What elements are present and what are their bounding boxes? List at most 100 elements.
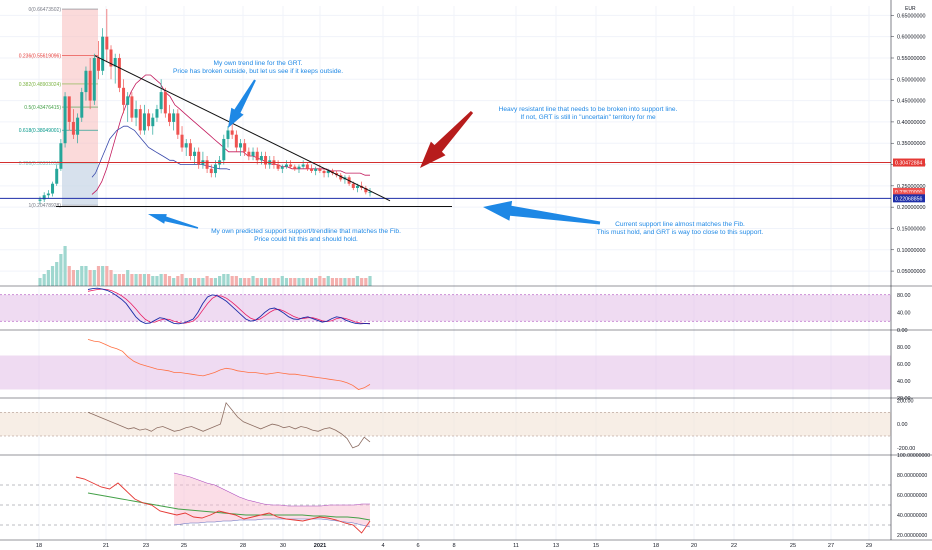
volume-bar [255,278,259,286]
y-tick-label: 0.10000000 [897,248,925,254]
x-tick-label: 15 [593,543,599,549]
volume-bar [343,278,347,286]
fib-level-label: 1(0.20478928) [28,203,61,209]
volume-bar [126,270,130,286]
price-tag-label: 0.22068856 [895,196,923,202]
band-tick-label: 20.00000000 [897,533,927,539]
fib-level-label: 0.382(0.48903024) [19,82,62,88]
main-price-pane: 0(0.66473502) 0.236(0.55619096) 0.382(0.48… [0,7,891,286]
volume-bar [138,274,142,286]
annotation-text: My own trend line for the GRT. [214,60,303,67]
volume-bar [347,278,351,286]
band-fill [174,473,370,527]
candle-body [234,134,238,148]
candle-body [172,113,176,122]
fib-level-label: 0.5(0.43476415) [24,105,61,111]
x-tick-label: 13 [553,543,559,549]
volume-bar [247,278,251,286]
candle-body [318,168,322,171]
volume-bar [330,278,335,286]
red-line [75,476,371,534]
volume-bar [263,278,268,286]
volume-bar [205,276,209,286]
grid-layer [0,6,891,540]
x-tick-label: 30 [280,543,286,549]
rsi-tick-label: 60.00 [897,362,911,368]
volume-bar [234,276,238,286]
volume-bar [38,278,42,286]
stoch-band [0,294,891,322]
volume-bar [297,278,301,286]
candle-body [142,113,146,131]
descending-trendline [94,55,391,202]
stoch-tick-label: 40.00 [897,310,911,316]
volume-bar [322,278,326,286]
arrow-trendline [228,79,256,128]
band-upper [173,472,370,507]
candle-body [351,183,355,188]
y-tick-label: 0.05000000 [897,269,925,275]
x-tick-label: 6 [416,543,419,549]
candle-body [276,164,280,169]
x-tick-label: 21 [103,543,109,549]
arrow-resistance [420,111,474,168]
y-tick-label: 0.15000000 [897,226,925,232]
candle-body [38,199,42,201]
volume-bar [192,278,197,286]
rsi-tick-label: 80.00 [897,345,911,351]
candle-body [264,156,268,165]
volume-bar [46,270,50,286]
annotation-text: This must hold, and GRT is way too close… [597,229,764,236]
rsi-band [0,355,891,390]
candle-body [310,168,314,171]
y-tick-label: 0.45000000 [897,99,925,105]
candle-body [368,191,372,193]
candle-body [305,164,309,169]
candle-body [96,57,100,71]
candle-body [322,170,326,174]
volume-bar [355,276,360,286]
candle-body [247,151,251,157]
x-tick-label: 23 [143,543,149,549]
candle-body [284,164,288,167]
volume-bar [176,276,180,286]
candle-body [80,92,84,118]
candle-body [184,143,188,148]
x-tick-label: 8 [452,543,455,549]
cci-line [87,401,371,449]
stoch-d-line [87,288,370,324]
candle-body [101,36,105,71]
volume-bar [134,274,138,286]
x-tick-label: 22 [731,543,737,549]
fib-zone-upper [62,9,98,164]
volume-bar [188,278,192,286]
y-tick-label: 0.20000000 [897,205,925,211]
candle-body [126,96,130,105]
y-tick-label: 0.60000000 [897,35,925,41]
volume-bar [364,278,368,286]
volume-bar [172,278,176,286]
volume-bar [155,276,159,286]
volume-bar [226,274,230,286]
volume-bar [201,278,205,286]
candle-body [239,143,243,148]
volume-bar [280,276,284,286]
x-tick-label: 27 [828,543,834,549]
volume-bar [184,278,188,286]
volume-bar [276,278,280,286]
x-tick-label: 4 [381,543,384,549]
volume-bar [159,274,163,286]
candle-body [297,166,301,169]
band-tick-label: 40.00000000 [897,513,927,519]
candle-body [226,130,230,139]
stoch-k-line [87,287,371,325]
x-tick-label: 28 [240,543,246,549]
cci-tick-label: -200.00 [897,446,915,452]
volume-bar [75,270,80,286]
candle-body [222,138,226,161]
annotation-text: My own predicted support support/trendli… [211,228,401,235]
price-tag-label: 0.30472884 [895,161,923,167]
candle-body [289,164,293,167]
